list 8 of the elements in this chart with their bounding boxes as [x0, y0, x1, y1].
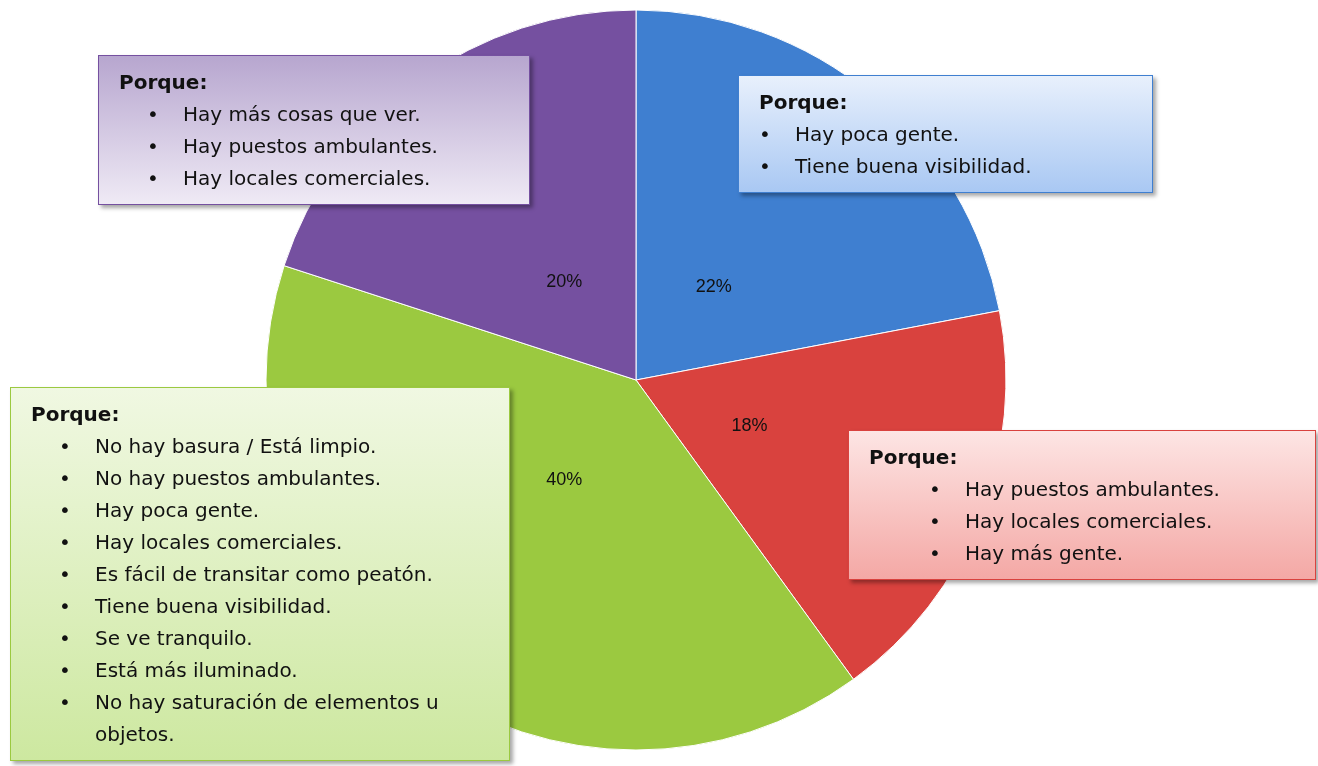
- data-label: 40%: [546, 468, 583, 489]
- text-box: Porque: • No hay basura / Está limpio. • No hay puestos ambulantes. • Hay poca gente. • Hay locales comerciales. • Es fácil de transitar como peatón. • Tiene buena visibilidad. • Se ve tranquilo. • Está más iluminado. • No hay saturación de elementos u objetos.: [10, 387, 510, 761]
- data-label: 18%: [731, 414, 768, 435]
- text-box: Porque: • Hay más cosas que ver. • Hay puestos ambulantes. • Hay locales comerciales.: [98, 55, 530, 205]
- data-label: 20%: [546, 271, 583, 292]
- data-label: 22%: [695, 275, 732, 296]
- text-box: Porque: • Hay poca gente. • Tiene buena visibilidad.: [738, 75, 1153, 193]
- text-box: Porque: • Hay puestos ambulantes. • Hay locales comerciales. • Hay más gente.: [848, 430, 1316, 580]
